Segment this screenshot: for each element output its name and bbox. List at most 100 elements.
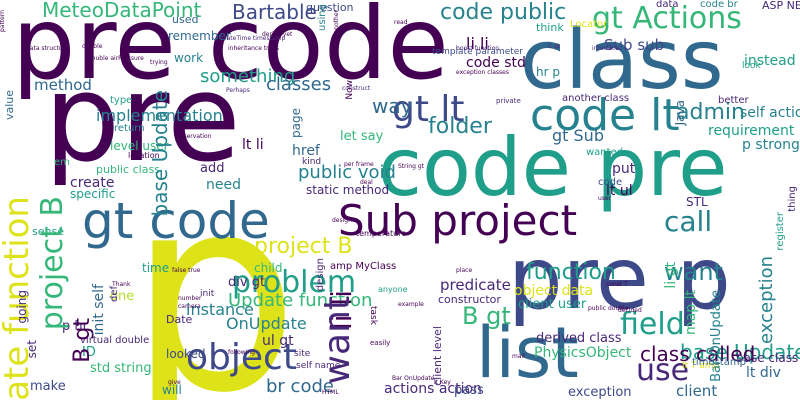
word-html: number	[178, 295, 202, 302]
word-bar-onupdate: value	[3, 90, 16, 121]
word-use: use	[636, 353, 690, 388]
word-public-class: add	[200, 161, 225, 176]
word-lt-ul: design	[315, 258, 326, 292]
word-anyone: kind	[302, 157, 322, 167]
word-code-pre: code pre	[378, 121, 728, 214]
word-pattern: per frame	[344, 161, 374, 168]
word-constructor: ul gt	[262, 333, 294, 349]
word-public-void: STL	[686, 195, 708, 209]
word-give: const T	[606, 281, 628, 288]
word-something: Update function	[228, 290, 373, 311]
word-now: anyone	[378, 285, 408, 294]
word-init-self: better	[718, 95, 749, 106]
word-method: li li	[466, 34, 489, 53]
word-exception-classes: easily	[370, 339, 391, 347]
word-div-gt: predicate	[440, 276, 511, 294]
word-read: lt Key	[434, 379, 451, 386]
word-std-string: create	[70, 175, 115, 191]
word-perhaps: template parameter	[432, 47, 524, 57]
word-c-gt: another class	[562, 93, 630, 104]
word-gt-code: gt code	[82, 192, 270, 250]
word-remember: specific	[70, 187, 116, 201]
word-data: Java	[673, 100, 687, 126]
word-function: want	[664, 258, 723, 286]
word-another-class: timestamp	[692, 357, 746, 368]
word-boost-function: amp MyClass	[330, 261, 397, 272]
word-return: init self	[91, 284, 107, 336]
word-page: ASP NET	[762, 0, 800, 12]
word-code-lt: code lt	[530, 90, 680, 141]
word-lt-div: folder	[428, 114, 492, 139]
word-looked: data	[656, 0, 679, 10]
word-will: class called	[640, 342, 756, 366]
word-want: call	[664, 205, 713, 238]
word-project-c: location	[128, 151, 160, 160]
word-trying: inheritance trees	[228, 45, 280, 52]
word-let-say: self action	[740, 105, 800, 121]
word-base-update: base Update	[148, 90, 172, 217]
word-classes: base Update	[680, 340, 800, 364]
word-br-code: instead	[744, 53, 796, 69]
word-datetime-timestamp: boost function	[456, 45, 500, 52]
word-p-hr: href	[292, 143, 320, 159]
word-easily: register	[775, 212, 786, 251]
word-hr-p: question	[306, 1, 354, 14]
word-user: mail	[512, 353, 525, 360]
word-sub-project: Sub project	[338, 196, 578, 245]
word-yet-another: HTML	[322, 389, 339, 396]
word-make: br code	[266, 376, 334, 397]
word-self-action: method	[34, 76, 92, 94]
word-need: div gt	[228, 275, 266, 290]
word-onupdate: function	[526, 260, 616, 285]
word-p-strong: way	[372, 94, 413, 118]
word-place: String gt	[398, 163, 424, 170]
word-one: public void	[298, 162, 396, 183]
word-register: type	[110, 95, 133, 106]
word-specific: need	[206, 177, 241, 193]
word-meteodatapoint: MeteoDataPoint	[42, 0, 202, 22]
word-static: following	[228, 349, 255, 356]
word-number: stuff	[148, 73, 162, 80]
word-lt-li: put	[612, 161, 636, 177]
word-pre-code: pre code	[12, 0, 449, 102]
word-level-user: static method	[306, 183, 390, 197]
word-code-std: requirement	[708, 123, 795, 139]
word-field: field	[620, 307, 685, 342]
word-bartable: Bartable	[232, 0, 317, 24]
word-timestamp: Bar OnUpdate	[709, 290, 724, 382]
word-amp-myclass: li gt	[663, 262, 679, 289]
word-p-giant: p	[128, 137, 300, 400]
word-code-br: work	[174, 51, 204, 65]
word-help: read	[394, 19, 408, 26]
word-instance: PhysicsObject	[534, 345, 632, 361]
word-gt-sub: project B	[254, 234, 353, 259]
word-admin: something	[200, 66, 296, 87]
word-used: public class	[96, 163, 160, 176]
word-following: public double	[588, 305, 629, 312]
word-const-t: task	[368, 306, 378, 325]
word-problem: problem	[232, 265, 357, 300]
word-per-frame: double airPressure	[88, 55, 144, 62]
word-exception: exception	[756, 256, 777, 344]
word-interface: exception classes	[456, 69, 509, 76]
word-question: p hr	[62, 319, 88, 334]
word-em: looked	[166, 347, 206, 361]
word-create: code	[598, 177, 623, 188]
word-requirement: classes	[266, 74, 332, 95]
word-think: std string	[90, 361, 152, 376]
word-value: site	[294, 349, 311, 359]
word-designer: interface	[592, 45, 619, 52]
word-pass: lt div	[746, 365, 781, 381]
word-class-called: Sub sub	[604, 36, 665, 54]
word-way: B gt	[462, 302, 511, 330]
word-data-structure: construct	[342, 85, 371, 92]
word-derived-class: will	[162, 383, 182, 397]
word-sense: client level	[431, 326, 444, 386]
word-self-name: look	[742, 61, 761, 71]
word-deal: data structure	[26, 45, 69, 52]
word-better: think	[536, 21, 564, 34]
word-private: lt T amp	[682, 361, 720, 371]
word-set: page	[289, 108, 303, 138]
word-derive-yet: decided	[618, 307, 642, 314]
